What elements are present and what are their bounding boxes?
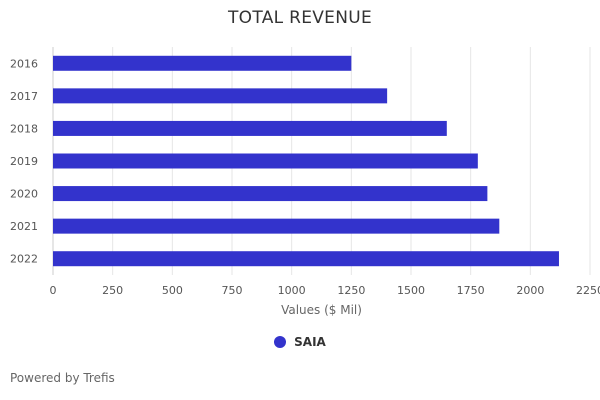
legend-marker[interactable] [274,336,287,348]
bar-2022[interactable] [53,251,559,267]
x-tick-label-1250: 1250 [337,284,365,297]
y-tick-label-2016: 2016 [10,57,38,70]
y-tick-label-2019: 2019 [10,155,38,168]
x-tick-label-1000: 1000 [278,284,306,297]
y-tick-label-2018: 2018 [10,122,38,135]
y-tick-label-2020: 2020 [10,188,38,201]
bar-2018[interactable] [53,120,447,136]
x-tick-label-2000: 2000 [516,284,544,297]
x-tick-label-0: 0 [50,284,57,297]
bar-2019[interactable] [53,153,478,169]
bar-2017[interactable] [53,88,388,104]
bar-2021[interactable] [53,218,500,234]
y-tick-label-2017: 2017 [10,90,38,103]
legend-label-saia[interactable]: SAIA [294,335,326,349]
y-tick-label-2021: 2021 [10,220,38,233]
x-tick-label-250: 250 [102,284,123,297]
x-tick-label-1500: 1500 [397,284,425,297]
y-tick-label-2022: 2022 [10,253,38,266]
chart-title: TOTAL REVENUE [227,8,373,28]
x-tick-label-500: 500 [162,284,183,297]
x-axis-title: Values ($ Mil) [281,303,362,317]
legend: SAIA [0,335,600,349]
powered-by-credit: Powered by Trefis [10,371,115,385]
x-tick-label-750: 750 [222,284,243,297]
x-tick-label-2250: 2250 [576,284,600,297]
bar-2020[interactable] [53,186,488,202]
x-tick-label-1750: 1750 [457,284,485,297]
bar-2016[interactable] [53,55,352,71]
